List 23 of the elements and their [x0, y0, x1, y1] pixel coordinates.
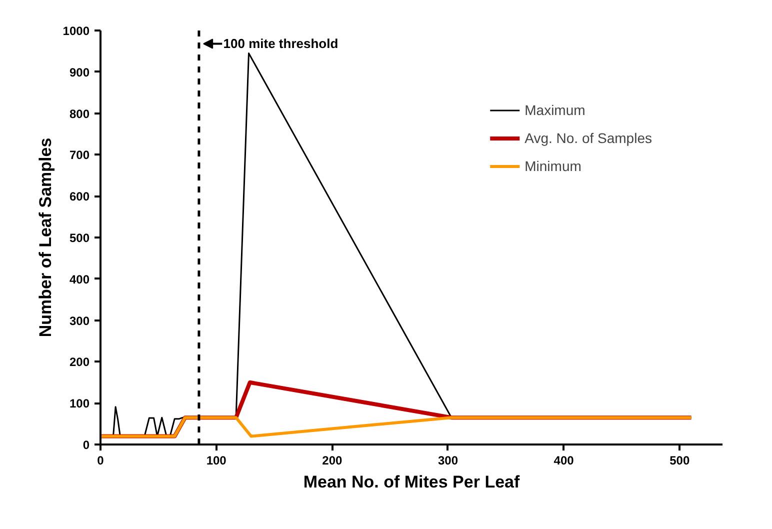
y-tick-label: 600: [69, 190, 90, 204]
y-tick-label: 300: [69, 314, 90, 328]
y-tick-label: 200: [69, 355, 90, 370]
y-tick-label: 400: [69, 272, 90, 286]
ref-line-label: 100 mite threshold: [223, 36, 338, 52]
y-tick-label: 500: [69, 231, 90, 245]
x-axis-title: Mean No. of Mites Per Leaf: [303, 472, 520, 492]
legend-label: Minimum: [524, 158, 582, 174]
x-tick-label: 200: [322, 454, 342, 468]
y-axis-title: Number of Leaf Samples: [36, 138, 55, 338]
x-tick-label: 0: [97, 454, 104, 468]
y-tick-label: 700: [69, 148, 90, 162]
x-tick-label: 500: [670, 454, 690, 468]
legend-label: Maximum: [524, 102, 586, 118]
y-tick-label: 100: [69, 396, 90, 411]
x-tick-label: 100: [206, 454, 227, 468]
y-tick-label: 800: [69, 106, 90, 121]
legend-label: Avg. No. of Samples: [524, 130, 652, 146]
y-tick-label: 900: [69, 65, 90, 80]
y-tick-label: 1000: [62, 24, 90, 38]
x-tick-label: 300: [438, 454, 458, 468]
x-tick-label: 400: [554, 454, 574, 468]
y-tick-label: 0: [82, 438, 90, 452]
